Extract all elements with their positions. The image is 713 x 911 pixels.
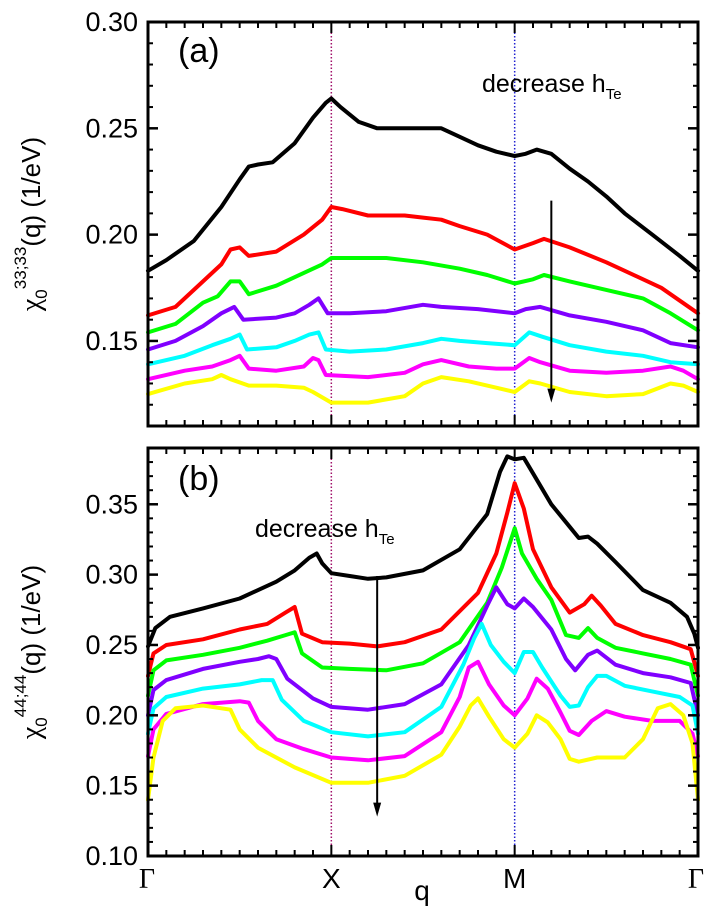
series-line-5: [146, 621, 700, 739]
y-tick-label: 0.30: [85, 560, 138, 590]
series-line-2: [146, 205, 700, 318]
y-tick-label: 0.15: [85, 326, 138, 356]
y-label-symbol: χ: [16, 298, 47, 312]
series-line-1: [146, 96, 700, 273]
y-tick-label: 0.25: [85, 113, 138, 143]
annotation-main: decrease h: [255, 515, 379, 543]
annotation-main: decrease h: [482, 70, 606, 98]
y-label-symbol: χ: [16, 726, 47, 740]
x-axis-label: q: [414, 875, 430, 906]
series-line-6: [146, 659, 700, 763]
panel-a: 0.30 0.25 0.20 0.15 (a) decrease hTe χ033;33(q…: [11, 7, 700, 428]
x-tick-label-gamma: Γ: [139, 864, 155, 895]
y-tick-label: 0.20: [85, 220, 138, 250]
series-line-3: [146, 256, 700, 335]
y-tick-label: 0.30: [85, 7, 138, 37]
y-label-rest: (q) (1/eV): [16, 137, 46, 247]
series-line-1: [146, 454, 700, 650]
annotation-text: decrease hTe: [482, 70, 622, 103]
y-label-sup: 33;33: [11, 247, 30, 290]
x-tick-label-X: X: [322, 863, 341, 894]
y-label-sup: 44;44: [11, 675, 30, 718]
y-tick-label: 0.25: [85, 630, 138, 660]
y-label-sub: 0: [32, 717, 51, 726]
annotation-arrow-head: [547, 388, 556, 403]
y-tick-label: 0.10: [85, 841, 138, 871]
annotation-sub: Te: [379, 531, 395, 548]
panel-b: 0.35 0.30 0.25 0.20 0.15 0.10 (b) decrease hTe χ…: [11, 446, 700, 871]
panel-label: (b): [178, 460, 220, 498]
annotation-sub: Te: [606, 86, 622, 103]
y-axis-label: χ033;33(q) (1/eV): [11, 137, 51, 312]
y-tick-label: 0.35: [85, 489, 138, 519]
x-tick-label-M: M: [503, 863, 526, 894]
series-line-4: [146, 585, 700, 718]
annotation-text: decrease hTe: [255, 515, 395, 548]
y-tick-label: 0.20: [85, 700, 138, 730]
series-line-2: [146, 481, 700, 678]
y-label-rest: (q) (1/eV): [16, 565, 46, 675]
panel-label: (a): [178, 32, 220, 70]
y-axis-label: χ044;44(q) (1/eV): [11, 565, 51, 740]
y-tick-label: 0.15: [85, 771, 138, 801]
series-line-3: [146, 526, 700, 698]
series-line-5: [146, 330, 700, 367]
series-line-6: [146, 353, 700, 382]
series-line-7: [146, 373, 700, 405]
annotation-arrow-head: [373, 802, 382, 817]
series-line-7: [146, 696, 700, 802]
plot-frame: [146, 446, 700, 858]
y-label-sub: 0: [32, 289, 51, 298]
x-tick-label-gamma: Γ: [688, 864, 704, 895]
series-line-4: [146, 296, 700, 352]
